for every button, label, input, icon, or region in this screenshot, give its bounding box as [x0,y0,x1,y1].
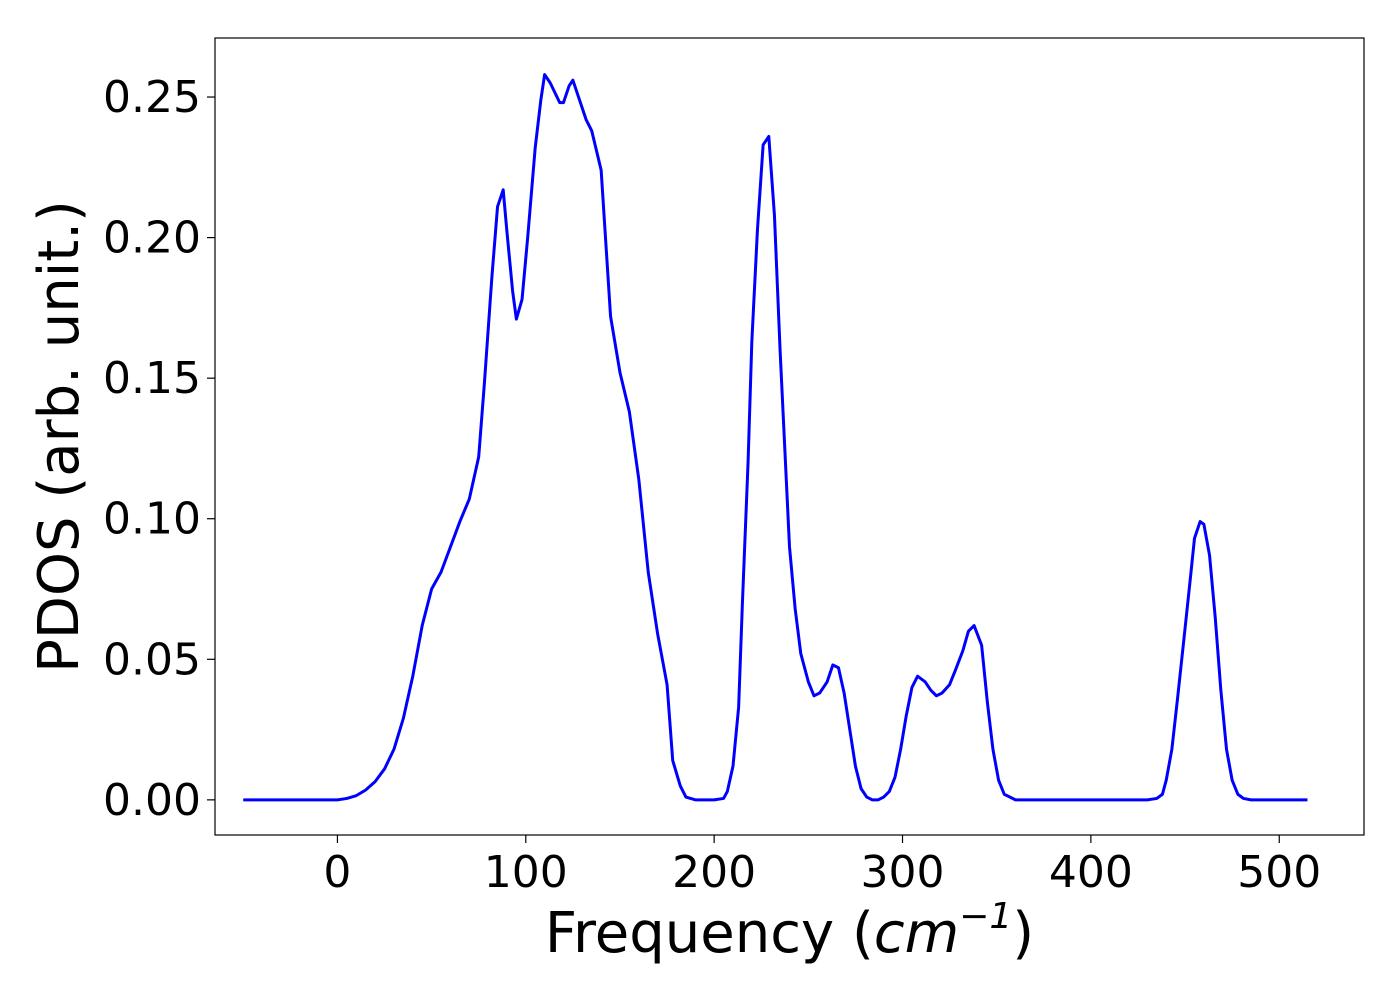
x-tick-label: 400 [1049,847,1133,898]
y-tick-label: 0.20 [103,213,201,264]
y-tick-label: 0.25 [103,72,201,123]
x-tick-label: 200 [672,847,756,898]
x-tick-label: 300 [861,847,945,898]
y-axis-label: PDOS (arb. unit.) [27,200,92,673]
plot-area-frame [214,37,1365,836]
x-tick-label: 500 [1237,847,1321,898]
x-axis-label-exponent: −1 [959,896,1012,937]
x-axis-label-close: ) [1012,901,1034,966]
y-tick-label: 0.10 [103,494,201,545]
x-axis-label-main: Frequency ( [545,901,874,966]
y-tick-label: 0.05 [103,634,201,685]
x-axis-ticks: 0 100 200 300 400 500 [323,835,1321,898]
x-axis-label: Frequency (cm−1) [545,896,1034,966]
x-axis-label-unit: cm [874,901,959,966]
y-tick-label: 0.00 [103,775,201,826]
pdos-series-line-0 [243,73,1308,802]
plot-line-layer [243,73,1308,802]
x-tick-label: 100 [484,847,568,898]
y-axis-ticks: 0.00 0.05 0.10 0.15 0.20 0.25 [103,72,215,826]
y-tick-label: 0.15 [103,353,201,404]
x-tick-label: 0 [323,847,351,898]
